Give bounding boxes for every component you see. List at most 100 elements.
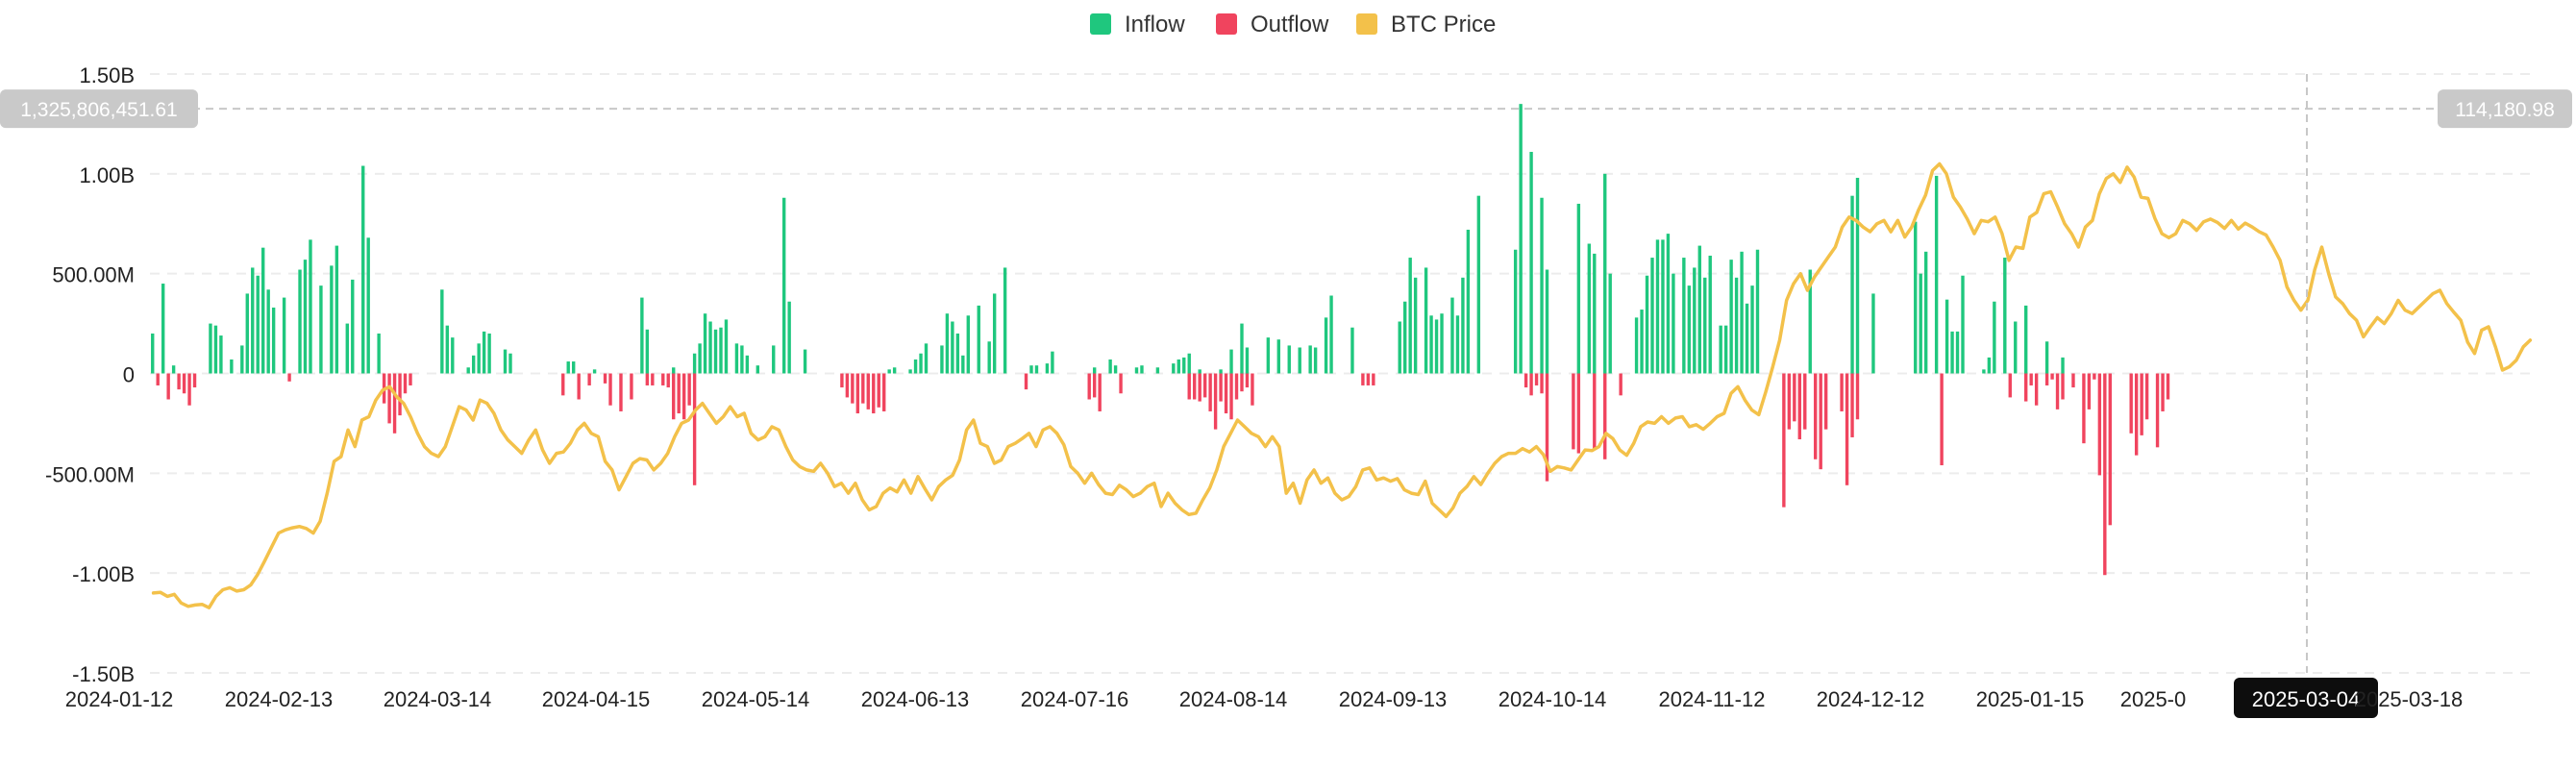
inflow-bar [1329,295,1333,374]
outflow-bar [192,373,197,388]
inflow-bar [640,297,644,374]
inflow-bar [487,333,491,374]
inflow-bar [1092,367,1097,374]
inflow-bar [887,369,891,374]
outflow-bar [287,373,291,382]
outflow-bar [187,373,191,406]
inflow-bar [692,353,697,374]
legend-swatch-price [1356,13,1377,35]
inflow-bar [240,345,244,374]
outflow-bar [877,373,880,408]
inflow-bar [1655,239,1660,374]
inflow-bar [309,239,312,374]
outflow-bar [561,373,565,396]
outflow-bar [409,373,412,385]
outflow-bar [1940,373,1944,466]
inflow-bar [1476,195,1481,374]
inflow-bar [1266,337,1271,374]
inflow-bar [713,329,718,374]
x-tick-label: 2025-03-18 [2355,687,2464,711]
outflow-bar [2024,373,2028,402]
inflow-bar [1661,239,1665,374]
outflow-bar [2093,373,2096,380]
inflow-bar [698,343,702,374]
inflow-bar [508,353,512,374]
inflow-bar [161,284,165,374]
outflow-bar [651,373,655,385]
outflow-bar [182,373,186,394]
outflow-bar [2087,373,2092,409]
inflow-bar [1750,285,1754,374]
x-tick-label: 2025-0 [2120,687,2187,711]
inflow-bar [266,289,270,374]
outflow-bar [2140,373,2143,435]
y-axis-ticks: 1.50B 1.00B 500.00M 0 -500.00M -1.00B -1.50B [45,63,135,686]
x-tick-label: 2024-02-13 [225,687,334,711]
inflow-bar [1682,258,1686,374]
inflow-bar [1919,273,1922,374]
outflow-bar [687,373,691,406]
x-tick-label: 2024-11-12 [1659,687,1766,711]
inflow-bar [1045,363,1050,374]
inflow-bar [466,367,470,374]
outflow-bar [2134,373,2139,456]
inflow-bar [1871,293,1875,374]
inflow-bar [1440,313,1444,374]
outflow-bar [1523,373,1528,388]
outflow-bar [672,373,676,420]
outflow-bar [2055,373,2060,409]
legend-label-price[interactable]: BTC Price [1391,12,1496,37]
legend-label-inflow[interactable]: Inflow [1125,12,1185,37]
y-tick-label: 1.50B [80,63,136,87]
inflow-bar [955,333,960,374]
outflow-bar [1187,373,1191,400]
outflow-bar [2155,373,2160,448]
inflow-bar [977,305,980,374]
outflow-bar [2029,373,2033,385]
x-tick-label: 2024-06-13 [861,687,970,711]
inflow-bar [1003,267,1007,374]
x-tick-label: 2024-07-16 [1021,687,1129,711]
outflow-bar [1372,373,1375,385]
inflow-bar [271,307,276,374]
inflow-bar [592,369,597,374]
outflow-bar [861,373,865,404]
outflow-bar [603,373,607,384]
outflow-bar [692,373,697,485]
inflow-bar [1029,365,1033,374]
outflow-bar [681,373,686,420]
outflow-bar [1787,373,1792,430]
inflow-bar [1950,331,1954,374]
inflow-bar [1944,299,1949,374]
inflow-bar [2044,341,2049,374]
inflow-bar [440,289,444,374]
inflow-bar [319,285,323,374]
outflow-bar [1092,373,1097,398]
inflow-bar [1993,301,1996,374]
inflow-bar [1229,349,1233,374]
inflow-bar [1413,277,1418,374]
outflow-bar [1572,373,1575,450]
outflow-bar [1202,373,1207,398]
inflow-bar [772,345,776,374]
inflow-bar [940,345,944,374]
y-tick-label: 1.00B [80,163,136,187]
inflow-bar [1313,347,1318,374]
outflow-bar [2034,373,2039,406]
inflow-bar [303,260,308,374]
outflow-bar [666,373,670,388]
outflow-bar [1240,373,1244,392]
inflow-bar [1450,297,1454,374]
outflow-bar [1219,373,1223,402]
y-tick-label: -1.00B [72,562,135,586]
outflow-bar [1087,373,1091,400]
outflow-bar [1593,373,1597,450]
outflow-bar [1619,373,1622,396]
inflow-bar [1587,243,1592,374]
outflow-bar [2071,373,2075,388]
inflow-bar [1982,369,1986,374]
inflow-bar [1634,317,1639,374]
inflow-bar [919,353,923,374]
crosshair: 1,325,806,451.61 114,180.98 2025-03-04 [0,74,2572,718]
legend-label-outflow[interactable]: Outflow [1251,12,1329,37]
